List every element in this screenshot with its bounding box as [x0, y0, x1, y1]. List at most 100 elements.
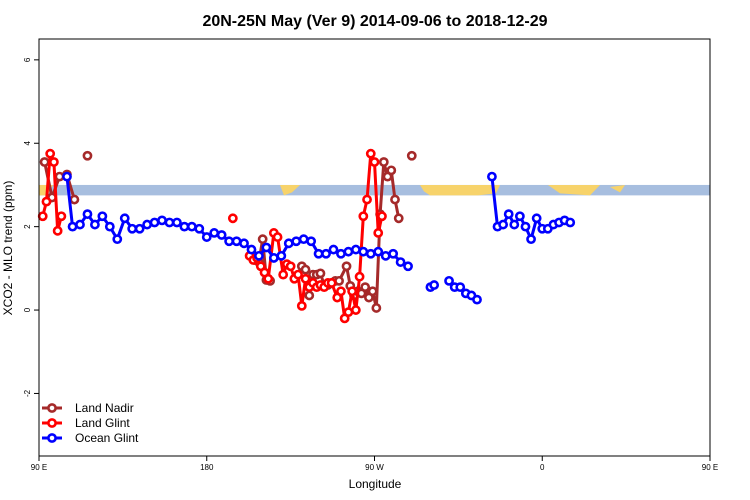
data-point	[263, 273, 274, 284]
data-point	[360, 282, 371, 293]
data-point	[347, 286, 358, 297]
data-point	[395, 257, 406, 267]
data-point	[179, 221, 190, 232]
data-point	[369, 157, 380, 167]
data-point	[377, 211, 387, 222]
data-point	[455, 282, 466, 293]
data-point	[164, 217, 175, 228]
data-point	[56, 211, 67, 222]
x-tick-label: 180	[200, 463, 214, 472]
data-point	[298, 234, 309, 245]
data-point	[300, 264, 311, 275]
map-band-land	[420, 184, 500, 196]
data-point	[343, 246, 354, 257]
data-point	[520, 221, 531, 232]
data-point	[514, 211, 525, 222]
data-point	[315, 268, 326, 279]
legend-swatch-marker	[47, 403, 57, 413]
data-point	[350, 305, 361, 315]
data-point	[378, 157, 389, 167]
data-point	[227, 213, 238, 224]
plot-frame	[38, 38, 711, 457]
legend-swatch-marker	[47, 418, 57, 428]
map-band-land	[280, 184, 300, 196]
data-point	[367, 286, 378, 297]
data-point	[300, 273, 311, 284]
data-point	[429, 280, 440, 290]
data-point	[37, 211, 48, 222]
data-point	[224, 236, 235, 247]
data-point	[261, 242, 272, 253]
y-tick-label: 4	[23, 140, 32, 145]
data-point	[365, 148, 376, 159]
data-point	[45, 148, 56, 159]
series-2	[62, 171, 576, 305]
data-point	[285, 261, 296, 272]
data-point	[82, 209, 93, 220]
data-point	[39, 157, 50, 167]
x-axis-label: Longitude	[349, 477, 402, 491]
data-point	[142, 219, 153, 230]
legend-label: Land Nadir	[75, 401, 134, 415]
data-point	[306, 236, 317, 247]
data-point	[304, 290, 315, 301]
data-point	[509, 219, 520, 230]
data-point	[231, 236, 242, 247]
data-point	[149, 217, 160, 228]
data-point	[278, 269, 289, 280]
data-point	[157, 215, 167, 226]
data-point	[239, 238, 249, 249]
data-point	[326, 278, 337, 288]
data-point	[498, 219, 509, 230]
data-point	[293, 269, 303, 280]
data-point	[194, 223, 205, 234]
data-point	[254, 250, 264, 261]
data-point	[373, 228, 384, 238]
data-point	[336, 286, 346, 297]
data-point	[172, 217, 182, 228]
data-point	[268, 253, 279, 263]
map-band-land	[610, 184, 625, 193]
data-point	[90, 219, 100, 230]
data-point	[403, 261, 413, 272]
series-1	[37, 148, 387, 324]
y-tick-label: 2	[23, 224, 32, 229]
data-point	[49, 157, 59, 167]
data-point	[334, 275, 344, 286]
data-point	[531, 213, 542, 224]
map-band-land	[548, 184, 600, 196]
data-point	[321, 248, 331, 259]
data-point	[216, 230, 227, 240]
x-axis: 90 E 180 90 W 0 90 E	[31, 456, 718, 472]
data-point	[186, 221, 197, 232]
data-point	[291, 236, 302, 247]
data-point	[82, 150, 93, 161]
y-tick-label: 6	[23, 57, 32, 62]
data-point	[371, 303, 382, 313]
data-point	[75, 219, 85, 230]
data-point	[341, 261, 352, 272]
data-point	[336, 248, 346, 259]
data-point	[276, 250, 287, 261]
data-point	[313, 248, 324, 259]
data-point	[201, 232, 212, 242]
data-point	[283, 238, 294, 249]
legend-label: Ocean Glint	[75, 431, 139, 445]
data-point	[354, 271, 365, 282]
y-tick-label: -2	[23, 389, 32, 397]
data-point	[373, 246, 384, 257]
data-point	[127, 223, 138, 234]
y-axis-label: XCO2 - MLO trend (ppm)	[1, 181, 15, 316]
data-point	[390, 194, 400, 205]
data-point	[104, 221, 115, 232]
legend-swatch-marker	[47, 433, 57, 443]
data-point	[472, 294, 482, 305]
data-point	[52, 225, 63, 236]
data-point	[54, 171, 65, 182]
series-layer	[37, 148, 576, 324]
y-tick-label: 0	[23, 307, 32, 312]
data-point	[119, 213, 130, 224]
x-tick-label: 0	[540, 463, 545, 472]
data-point	[134, 223, 145, 234]
